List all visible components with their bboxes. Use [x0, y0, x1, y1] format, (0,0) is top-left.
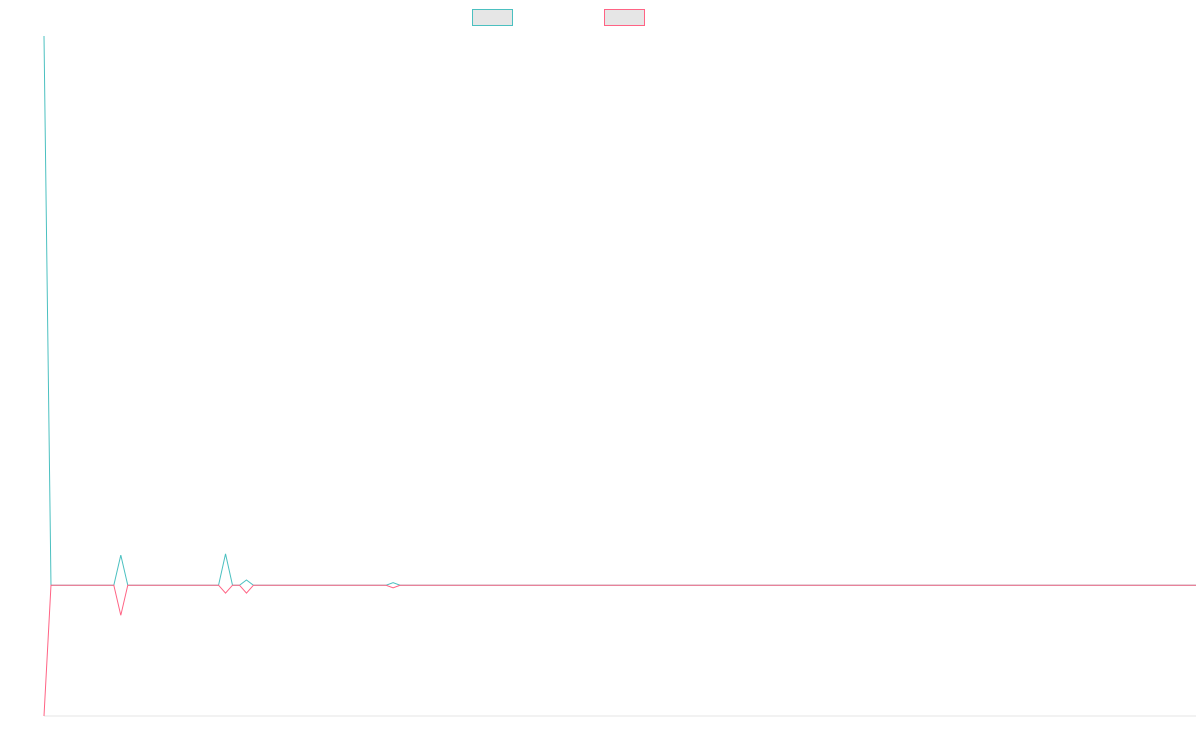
legend-swatch-series-2[interactable]	[604, 9, 645, 26]
legend-swatch-series-1[interactable]	[472, 9, 513, 26]
series-layer	[43, 35, 1196, 717]
series-1-line[interactable]	[43, 35, 1196, 586]
series-2-line[interactable]	[43, 584, 1196, 717]
